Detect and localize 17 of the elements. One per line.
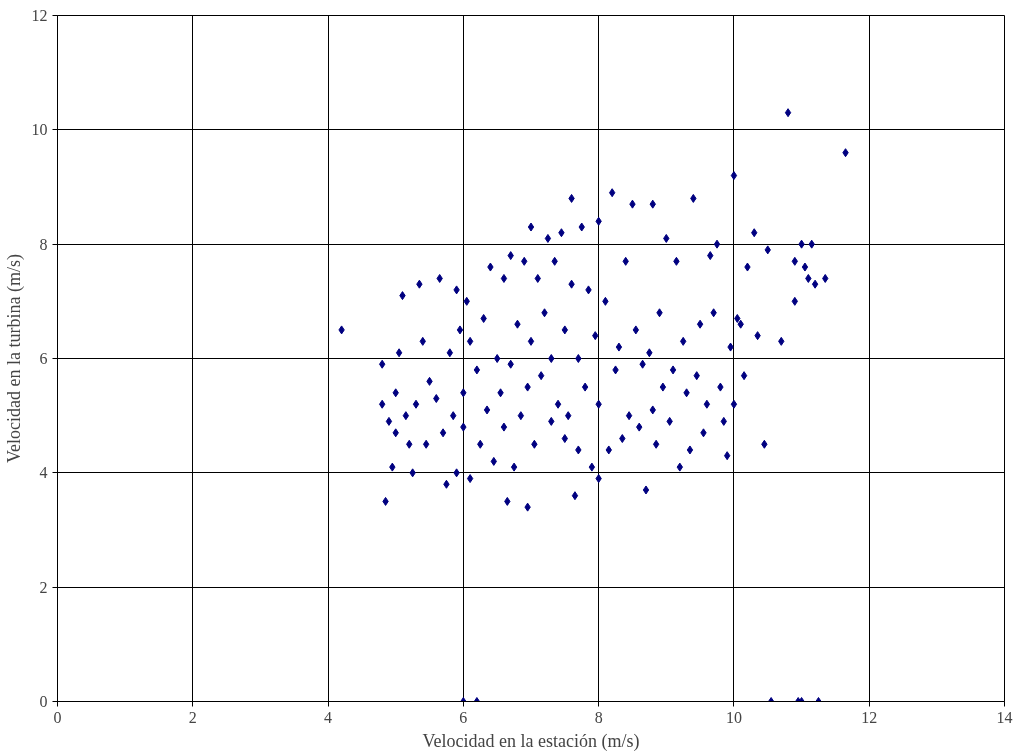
y-axis-title: Velocidad en la turbina (m/s) xyxy=(3,254,25,463)
x-tick-label: 4 xyxy=(324,708,333,726)
x-tick-label: 0 xyxy=(53,708,62,726)
y-tick-label: 4 xyxy=(39,464,48,482)
x-tick-label: 6 xyxy=(459,708,468,726)
y-tick-label: 12 xyxy=(31,7,48,24)
y-tick-label: 8 xyxy=(39,235,48,253)
x-tick-label: 2 xyxy=(188,708,197,726)
x-tick-label: 14 xyxy=(996,708,1013,726)
y-tick-label: 6 xyxy=(39,350,48,367)
y-tick-label: 0 xyxy=(39,693,48,710)
y-tick-label: 10 xyxy=(31,121,48,139)
x-tick-label: 12 xyxy=(861,708,878,726)
y-tick-label: 2 xyxy=(39,578,48,596)
x-axis-title: Velocidad en la estación (m/s) xyxy=(422,730,640,752)
x-tick-label: 10 xyxy=(725,708,742,726)
x-tick-label: 8 xyxy=(594,708,603,726)
